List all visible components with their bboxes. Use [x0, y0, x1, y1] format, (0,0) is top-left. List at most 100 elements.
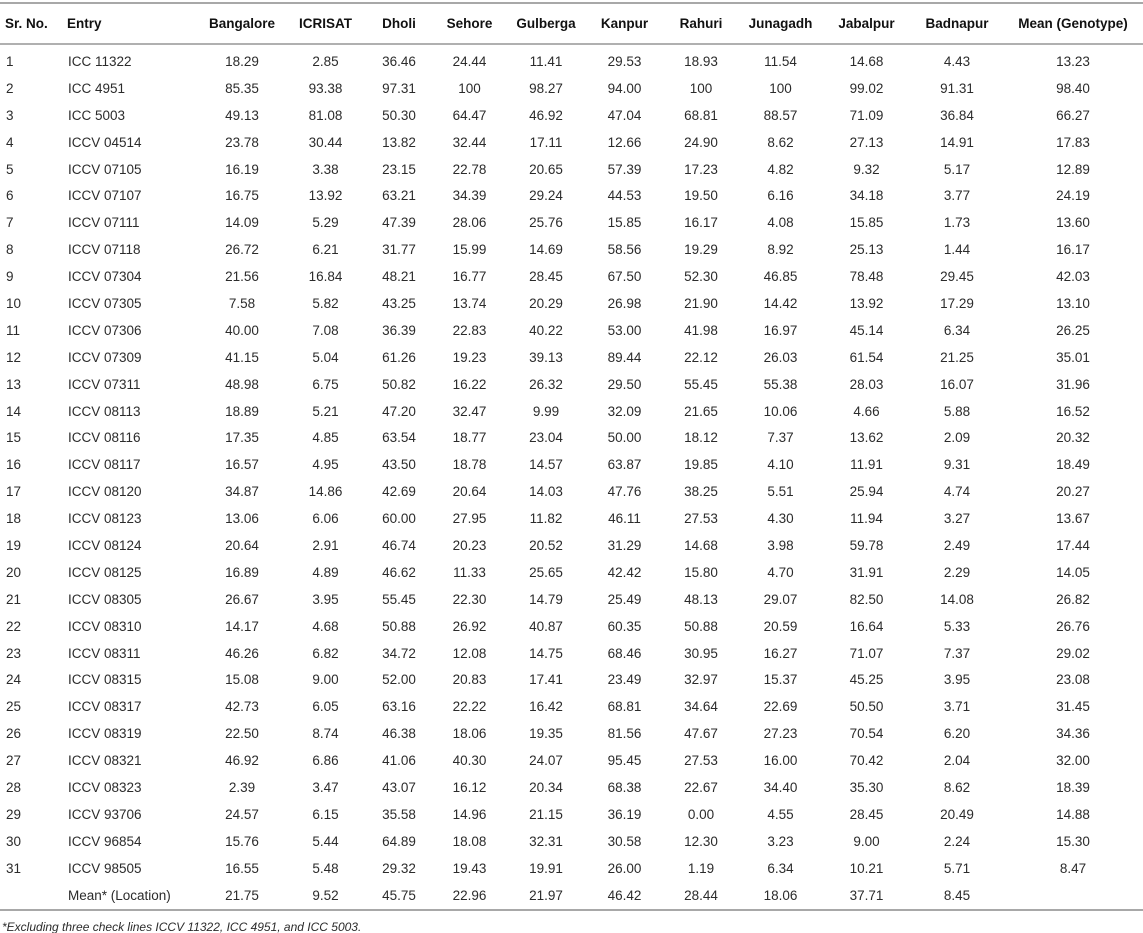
table-row: 22 ICCV 08310 14.17 4.68 50.88 26.92 40.87 60.3… — [0, 613, 1143, 640]
cell-value: 24.07 — [529, 753, 563, 769]
cell-value: 26.82 — [1056, 591, 1090, 607]
cell-value: 31.45 — [1056, 699, 1090, 715]
cell-value: 36.46 — [382, 53, 416, 69]
cell-value: 8.74 — [312, 726, 339, 742]
cell-value: 9.99 — [532, 403, 560, 419]
column-header-kanpur: Kanpur — [586, 3, 663, 45]
cell-value: 9.31 — [943, 457, 971, 473]
cell-value: 29.50 — [607, 376, 642, 392]
cell-value: 42.42 — [607, 564, 642, 580]
cell-value: 1.19 — [687, 860, 715, 876]
cell-sr-no: 16 — [6, 457, 22, 473]
cell-value: 20.29 — [529, 295, 563, 311]
cell-value: 12.08 — [452, 645, 487, 661]
cell-value: 18.93 — [684, 53, 718, 69]
cell-value: 20.83 — [452, 672, 487, 688]
cell-value: 10.06 — [763, 403, 798, 419]
cell-value: 4.66 — [853, 403, 880, 419]
table-row: 17 ICCV 08120 34.87 14.86 42.69 20.64 14.03 47.… — [0, 478, 1143, 505]
cell-value: 46.62 — [382, 564, 416, 580]
cell-value: 14.57 — [529, 457, 563, 473]
cell-value: 13.60 — [1056, 215, 1090, 231]
cell-entry: ICCV 07311 — [68, 376, 141, 392]
cell-value: 91.31 — [940, 80, 974, 96]
cell-value: 27.13 — [849, 134, 884, 150]
cell-value: 17.35 — [225, 430, 259, 446]
cell-value: 16.19 — [225, 161, 259, 177]
table-row: 18 ICCV 08123 13.06 6.06 60.00 27.95 11.82 46.1… — [0, 505, 1143, 532]
cell-sr-no: 2 — [6, 80, 14, 96]
cell-value: 19.43 — [452, 860, 487, 876]
cell-value: 66.27 — [1056, 107, 1090, 123]
cell-value: 16.00 — [763, 753, 798, 769]
cell-value: 5.48 — [312, 860, 339, 876]
cell-value: 19.91 — [529, 860, 563, 876]
cell-value: 46.38 — [382, 726, 416, 742]
cell-value: 6.20 — [943, 726, 971, 742]
cell-value: 34.87 — [225, 484, 259, 500]
cell-value: 18.08 — [452, 833, 487, 849]
cell-sr-no: 23 — [6, 645, 22, 661]
cell-value: 26.76 — [1056, 618, 1090, 634]
table-row: 13 ICCV 07311 48.98 6.75 50.82 16.22 26.32 29.5… — [0, 371, 1143, 398]
table-row: 6 ICCV 07107 16.75 13.92 63.21 34.39 29.24 44.5… — [0, 182, 1143, 209]
cell-value: 13.82 — [382, 134, 416, 150]
cell-value: 43.25 — [382, 295, 416, 311]
cell-entry: ICCV 08317 — [68, 699, 142, 715]
cell-value: 18.39 — [1056, 779, 1090, 795]
cell-value: 7.37 — [943, 645, 971, 661]
cell-value: 88.57 — [763, 107, 798, 123]
cell-sr-no: 27 — [6, 753, 22, 769]
cell-value: 16.84 — [308, 269, 343, 285]
cell-value: 46.92 — [225, 753, 259, 769]
cell-value: 43.07 — [382, 779, 416, 795]
cell-sr-no: 22 — [6, 618, 22, 634]
cell-value: 15.08 — [225, 672, 259, 688]
cell-value: 17.23 — [684, 161, 718, 177]
cell-value: 28.03 — [849, 376, 884, 392]
cell-value: 2.91 — [312, 537, 339, 553]
cell-value: 3.77 — [943, 188, 971, 204]
cell-value: 26.03 — [763, 349, 798, 365]
cell-value: 6.82 — [312, 645, 339, 661]
table-header: Sr. No. Entry Bangalore ICRISAT Dholi Se… — [0, 3, 1143, 45]
cell-value: 29.32 — [382, 860, 416, 876]
cell-value: 14.03 — [529, 484, 563, 500]
cell-value: 4.10 — [767, 457, 794, 473]
cell-entry: ICCV 07107 — [68, 188, 142, 204]
cell-sr-no: 24 — [6, 672, 22, 688]
cell-value: 20.34 — [529, 779, 563, 795]
cell-value: 20.59 — [763, 618, 798, 634]
cell-value: 24.44 — [452, 53, 487, 69]
cell-entry: ICCV 07306 — [68, 322, 142, 338]
cell-value: 20.27 — [1056, 484, 1090, 500]
cell-value: 3.47 — [312, 779, 339, 795]
cell-sr-no: 25 — [6, 699, 22, 715]
cell-value: 46.85 — [763, 269, 798, 285]
cell-value: 6.75 — [312, 376, 339, 392]
cell-entry: ICCV 08117 — [68, 457, 141, 473]
table-row: 20 ICCV 08125 16.89 4.89 46.62 11.33 25.65 42.4… — [0, 559, 1143, 586]
cell-value: 10.21 — [849, 860, 884, 876]
cell-value: 85.35 — [225, 80, 259, 96]
cell-sr-no — [0, 882, 62, 910]
column-header-junagadh: Junagadh — [739, 3, 822, 45]
cell-value: 7.37 — [767, 430, 794, 446]
cell-value: 25.65 — [529, 564, 563, 580]
cell-value: 20.64 — [452, 484, 487, 500]
cell-value: 2.04 — [943, 753, 971, 769]
cell-value: 2.85 — [312, 53, 339, 69]
cell-value: 15.30 — [1056, 833, 1090, 849]
table-row: 3 ICC 5003 49.13 81.08 50.30 64.47 46.92 47.04 6… — [0, 102, 1143, 129]
cell-value: 9.00 — [853, 833, 880, 849]
cell-value: 47.67 — [684, 726, 718, 742]
cell-value: 31.29 — [607, 537, 642, 553]
cell-value: 21.97 — [529, 887, 563, 903]
cell-value: 22.22 — [452, 699, 487, 715]
cell-value: 19.29 — [684, 242, 718, 258]
cell-value: 40.00 — [225, 322, 259, 338]
cell-value — [1003, 882, 1143, 910]
column-header-gulberga: Gulberga — [506, 3, 586, 45]
cell-value: 11.94 — [850, 511, 883, 527]
cell-entry: ICCV 08113 — [68, 403, 141, 419]
